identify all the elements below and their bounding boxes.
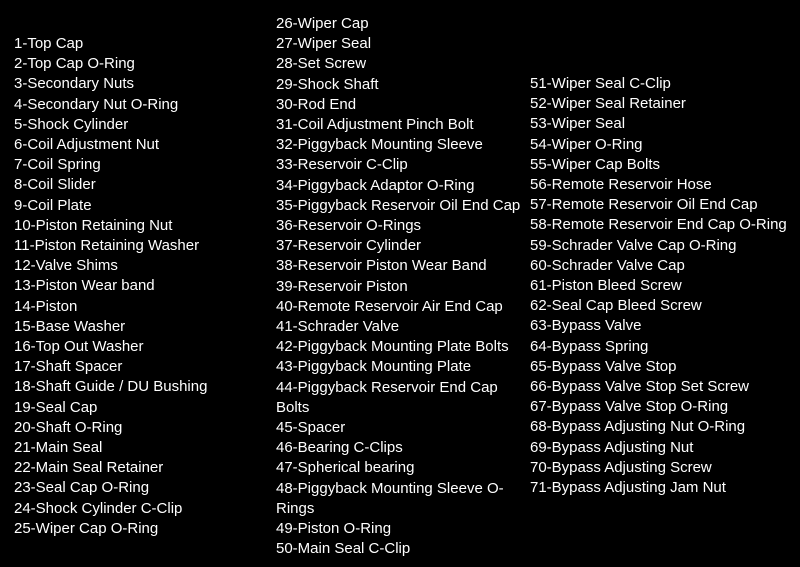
parts-list-item: 12-Valve Shims xyxy=(14,256,276,276)
parts-list-item: 70-Bypass Adjusting Screw xyxy=(530,458,800,478)
parts-list-item: 69-Bypass Adjusting Nut xyxy=(530,438,800,458)
parts-list-item: 38-Reservoir Piston Wear Band xyxy=(276,256,530,276)
parts-list-item: 44-Piggyback Reservoir End Cap Bolts xyxy=(276,378,530,418)
parts-list-item: 43-Piggyback Mounting Plate xyxy=(276,357,530,377)
parts-list-item: 36-Reservoir O-Rings xyxy=(276,216,530,236)
parts-list-item: 46-Bearing C-Clips xyxy=(276,438,530,458)
parts-list-item: 19-Seal Cap xyxy=(14,398,276,418)
parts-list-item: 60-Schrader Valve Cap xyxy=(530,256,800,276)
parts-list-item: 54-Wiper O-Ring xyxy=(530,135,800,155)
parts-list-item: 31-Coil Adjustment Pinch Bolt xyxy=(276,115,530,135)
parts-list-item: 55-Wiper Cap Bolts xyxy=(530,155,800,175)
parts-list-item: 59-Schrader Valve Cap O-Ring xyxy=(530,236,800,256)
parts-list-item: 14-Piston xyxy=(14,297,276,317)
parts-list-item: 25-Wiper Cap O-Ring xyxy=(14,519,276,539)
parts-list-item: 56-Remote Reservoir Hose xyxy=(530,175,800,195)
parts-list-item: 7-Coil Spring xyxy=(14,155,276,175)
parts-list-item: 16-Top Out Washer xyxy=(14,337,276,357)
parts-list-item: 8-Coil Slider xyxy=(14,175,276,195)
parts-list-item: 71-Bypass Adjusting Jam Nut xyxy=(530,478,800,498)
parts-list-item: 4-Secondary Nut O-Ring xyxy=(14,95,276,115)
parts-list-item: 63-Bypass Valve xyxy=(530,316,800,336)
parts-list-item: 11-Piston Retaining Washer xyxy=(14,236,276,256)
parts-list-item: 47-Spherical bearing xyxy=(276,458,530,478)
parts-list-item: 64-Bypass Spring xyxy=(530,337,800,357)
parts-list-item: 48-Piggyback Mounting Sleeve O-Rings xyxy=(276,479,530,519)
parts-list-item: 49-Piston O-Ring xyxy=(276,519,530,539)
parts-column-3: 51-Wiper Seal C-Clip52-Wiper Seal Retain… xyxy=(530,14,800,567)
parts-list-item: 50-Main Seal C-Clip xyxy=(276,539,530,559)
parts-list-item: 5-Shock Cylinder xyxy=(14,115,276,135)
parts-list-item: 3-Secondary Nuts xyxy=(14,74,276,94)
parts-list-item: 33-Reservoir C-Clip xyxy=(276,155,530,175)
parts-list-item: 24-Shock Cylinder C-Clip xyxy=(14,499,276,519)
parts-list-item: 28-Set Screw xyxy=(276,54,530,74)
parts-list-item: 67-Bypass Valve Stop O-Ring xyxy=(530,397,800,417)
parts-list-item: 2-Top Cap O-Ring xyxy=(14,54,276,74)
parts-list-item: 21-Main Seal xyxy=(14,438,276,458)
parts-list-item: 18-Shaft Guide / DU Bushing xyxy=(14,377,276,397)
parts-list-item: 34-Piggyback Adaptor O-Ring xyxy=(276,176,530,196)
parts-list-item: 61-Piston Bleed Screw xyxy=(530,276,800,296)
parts-list-item: 66-Bypass Valve Stop Set Screw xyxy=(530,377,800,397)
parts-list-item: 17-Shaft Spacer xyxy=(14,357,276,377)
parts-list-item: 10-Piston Retaining Nut xyxy=(14,216,276,236)
parts-list-item: 51-Wiper Seal C-Clip xyxy=(530,74,800,94)
parts-list-item: 30-Rod End xyxy=(276,95,530,115)
parts-list-item: 9-Coil Plate xyxy=(14,196,276,216)
parts-list-item: 27-Wiper Seal xyxy=(276,34,530,54)
parts-list-item: 57-Remote Reservoir Oil End Cap xyxy=(530,195,800,215)
parts-list-item: 39-Reservoir Piston xyxy=(276,277,530,297)
parts-list-item: 29-Shock Shaft xyxy=(276,75,530,95)
parts-column-2: 26-Wiper Cap27-Wiper Seal28-Set Screw29-… xyxy=(276,14,530,567)
parts-list-item: 40-Remote Reservoir Air End Cap xyxy=(276,297,530,317)
parts-list-item: 62-Seal Cap Bleed Screw xyxy=(530,296,800,316)
parts-list-item: 65-Bypass Valve Stop xyxy=(530,357,800,377)
parts-list-item: 32-Piggyback Mounting Sleeve xyxy=(276,135,530,155)
parts-list-item: 20-Shaft O-Ring xyxy=(14,418,276,438)
parts-list-item: 15-Base Washer xyxy=(14,317,276,337)
parts-list-item: 45-Spacer xyxy=(276,418,530,438)
parts-list-item: 68-Bypass Adjusting Nut O-Ring xyxy=(530,417,800,437)
parts-list-item: 37-Reservoir Cylinder xyxy=(276,236,530,256)
parts-list-item: 23-Seal Cap O-Ring xyxy=(14,478,276,498)
parts-list-item: 35-Piggyback Reservoir Oil End Cap xyxy=(276,196,530,216)
parts-list-item: 1-Top Cap xyxy=(14,34,276,54)
parts-column-1: 1-Top Cap2-Top Cap O-Ring3-Secondary Nut… xyxy=(14,14,276,567)
parts-list-item: 13-Piston Wear band xyxy=(14,276,276,296)
parts-list-item: 42-Piggyback Mounting Plate Bolts xyxy=(276,337,530,357)
parts-list-item: 26-Wiper Cap xyxy=(276,14,530,34)
parts-list-item: 41-Schrader Valve xyxy=(276,317,530,337)
parts-list-item: 53-Wiper Seal xyxy=(530,114,800,134)
parts-list-container: 1-Top Cap2-Top Cap O-Ring3-Secondary Nut… xyxy=(0,0,800,567)
parts-list-item: 52-Wiper Seal Retainer xyxy=(530,94,800,114)
parts-list-item: 6-Coil Adjustment Nut xyxy=(14,135,276,155)
parts-list-item: 22-Main Seal Retainer xyxy=(14,458,276,478)
parts-list-item: 58-Remote Reservoir End Cap O-Ring xyxy=(530,215,800,235)
